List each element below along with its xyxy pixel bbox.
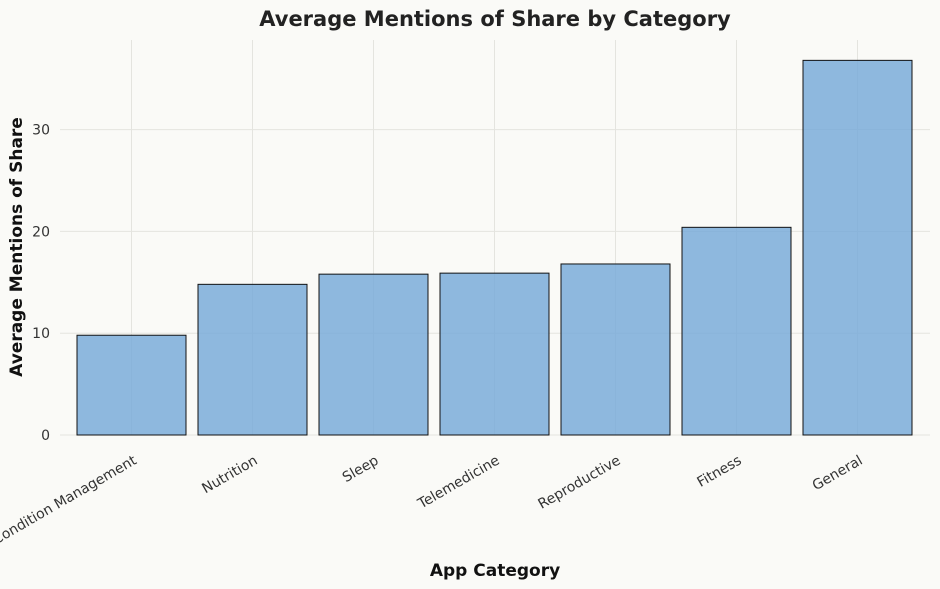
- bar-telemedicine: [439, 272, 550, 436]
- bars: [76, 59, 913, 436]
- bar-nutrition: [197, 283, 308, 436]
- x-tick-label: Condition Management: [0, 452, 140, 548]
- chart-title: Average Mentions of Share by Category: [259, 7, 731, 31]
- x-tick-label: Sleep: [340, 453, 382, 486]
- bar-reproductive: [560, 263, 671, 436]
- x-tick-label: Fitness: [694, 453, 744, 491]
- bar-general: [802, 59, 913, 436]
- y-tick-label: 20: [32, 224, 50, 240]
- bar-condition-management: [76, 334, 187, 436]
- y-tick-label: 10: [32, 326, 50, 342]
- y-tick-label: 30: [32, 123, 50, 139]
- bar-fitness: [681, 226, 792, 436]
- x-tick-label: Reproductive: [536, 453, 624, 513]
- x-tick-label: Telemedicine: [414, 453, 502, 513]
- x-tick-label: Nutrition: [199, 453, 260, 498]
- x-axis-title: App Category: [430, 561, 560, 581]
- y-tick-label: 0: [41, 428, 50, 444]
- bar-sleep: [318, 273, 429, 436]
- x-tick-label: General: [810, 453, 866, 494]
- y-tick-labels: 0 10 20 30: [32, 123, 50, 444]
- x-tick-labels: Condition Management Nutrition Sleep Teleme…: [0, 452, 866, 548]
- y-axis-title: Average Mentions of Share: [7, 117, 27, 377]
